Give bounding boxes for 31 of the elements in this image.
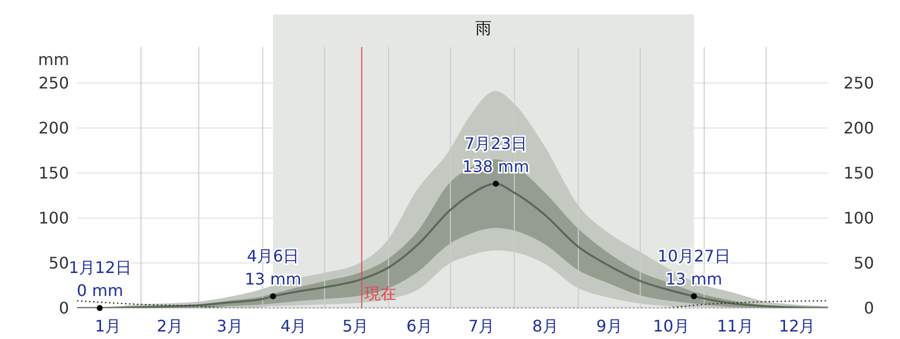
y-tick-label: 200	[38, 118, 69, 138]
y-tick-label: 100	[38, 208, 69, 228]
annotation: 1月12日 0 mm	[68, 258, 132, 300]
x-tick-label: 4月	[280, 316, 307, 336]
x-tick-label: 8月	[532, 316, 558, 336]
y-tick-label: 50	[48, 254, 69, 273]
x-tick-label: 5月	[342, 316, 369, 336]
annotation: 10月27日 13 mm	[658, 246, 730, 288]
x-tick-label: 3月	[216, 316, 243, 336]
x-tick-label: 12月	[778, 316, 816, 336]
annotation: 7月23日 138 mm	[462, 134, 530, 176]
ref-line-label: 現在	[364, 284, 397, 303]
band-label: 雨	[475, 18, 492, 38]
y2-tick-label: 0	[864, 298, 874, 318]
x-tick-label: 11月	[716, 316, 754, 336]
y2-tick-label: 100	[843, 208, 874, 228]
x-tick-label: 6月	[406, 316, 433, 336]
x-tick-label: 9月	[596, 316, 622, 336]
x-tick-label: 7月	[468, 316, 494, 336]
y-axis-title: mm	[38, 50, 70, 69]
y2-tick-label: 200	[843, 118, 874, 138]
x-tick-label: 10月	[653, 316, 690, 336]
annotation: 4月6日 13 mm	[244, 246, 302, 288]
x-tick-label: 1月	[94, 316, 122, 336]
y2-tick-label: 150	[843, 164, 874, 183]
y-tick-label: 250	[38, 74, 69, 93]
y-tick-label: 0	[58, 298, 69, 318]
y-tick-label: 150	[38, 164, 69, 183]
y2-tick-label: 50	[854, 254, 874, 273]
x-tick-label: 2月	[156, 316, 183, 336]
y2-tick-label: 250	[843, 74, 874, 93]
